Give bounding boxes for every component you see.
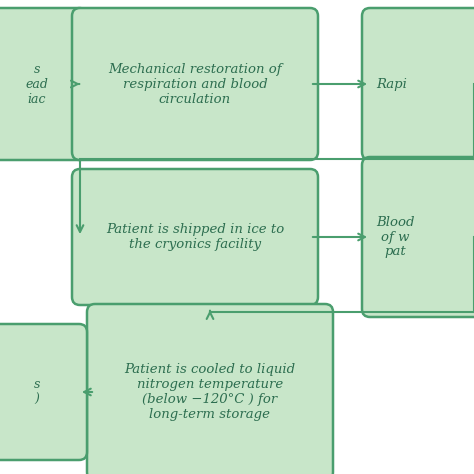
Text: Rapi: Rapi	[376, 78, 407, 91]
FancyBboxPatch shape	[72, 169, 318, 305]
Text: Patient is cooled to liquid
nitrogen temperature
(below −120°C ) for
long-term s: Patient is cooled to liquid nitrogen tem…	[125, 363, 296, 421]
FancyBboxPatch shape	[0, 8, 87, 160]
FancyBboxPatch shape	[362, 8, 474, 160]
Text: s
ead
iac: s ead iac	[26, 63, 48, 106]
Text: Patient is shipped in ice to
the cryonics facility: Patient is shipped in ice to the cryonic…	[106, 223, 284, 251]
Text: s
): s )	[34, 378, 40, 406]
FancyBboxPatch shape	[362, 157, 474, 317]
FancyBboxPatch shape	[72, 8, 318, 160]
Text: Mechanical restoration of
respiration and blood
circulation: Mechanical restoration of respiration an…	[108, 63, 282, 106]
FancyBboxPatch shape	[0, 324, 87, 460]
Text: Blood
of w
pat: Blood of w pat	[376, 216, 414, 258]
FancyBboxPatch shape	[87, 304, 333, 474]
